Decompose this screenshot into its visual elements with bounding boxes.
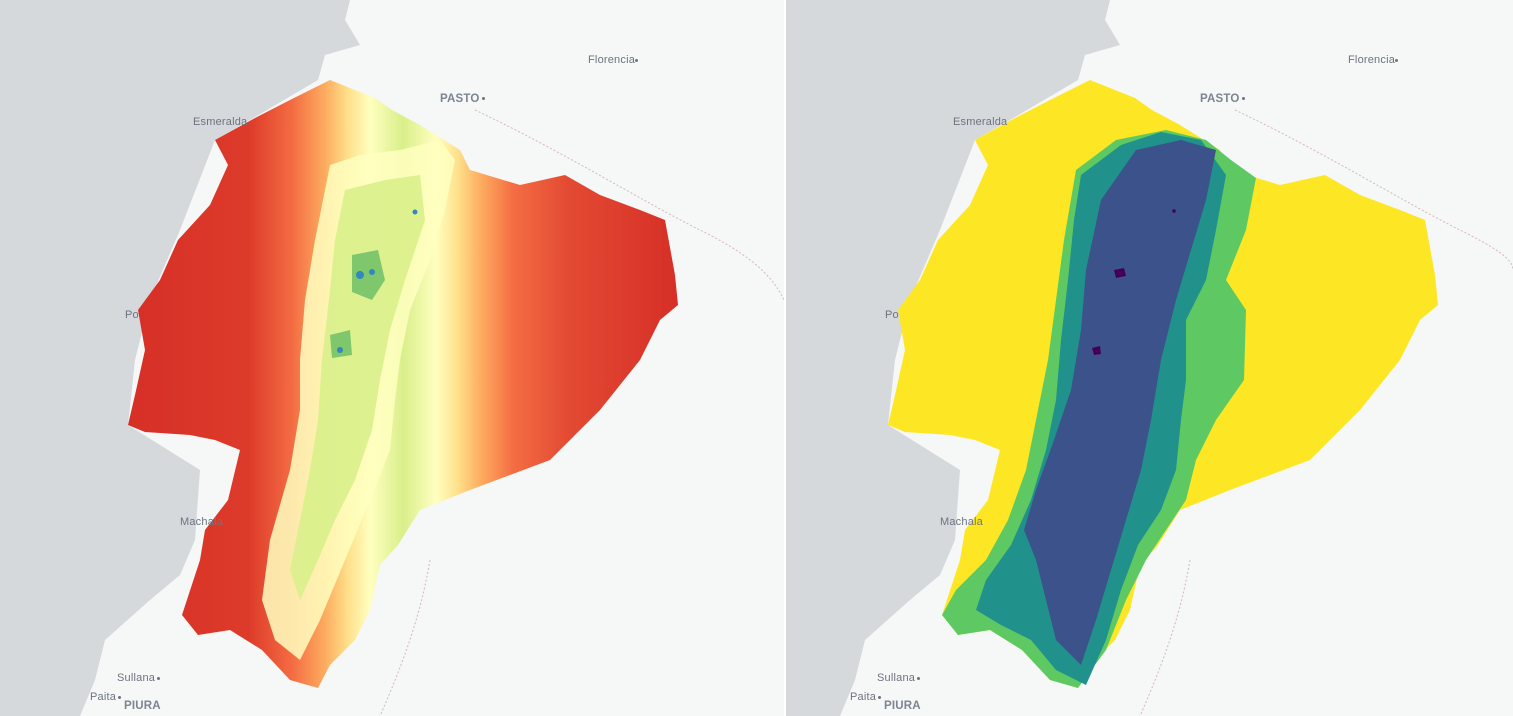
country-borders: [1139, 109, 1513, 716]
elevation-map[interactable]: [0, 0, 784, 716]
classified-map-panel[interactable]: Florencia PASTO Esmeralda Po Machala Sul…: [786, 0, 1513, 716]
city-label-sullana: Sullana: [117, 672, 161, 684]
peaks: [330, 250, 385, 358]
classified-map[interactable]: [786, 0, 1513, 716]
ocean: [0, 0, 360, 716]
city-label-paita: Paita: [90, 691, 122, 703]
city-label-esmeraldas: Esmeralda: [193, 116, 248, 128]
ecuador-shape: [128, 80, 678, 688]
peak-2: [369, 269, 375, 275]
city-label-piura: PIURA: [884, 700, 921, 712]
peak-4: [412, 209, 418, 215]
city-label-esmeraldas: Esmeralda: [953, 116, 1008, 128]
peak-1: [356, 271, 364, 279]
city-label-machala: Machala: [180, 516, 223, 528]
class-peak-2: [1092, 346, 1101, 355]
country-borders: [379, 109, 784, 716]
city-label-portoviejo: Po: [125, 309, 139, 321]
peak-3: [337, 347, 343, 353]
city-label-machala: Machala: [940, 516, 983, 528]
high-plateau: [290, 175, 425, 600]
city-label-florencia: Florencia: [588, 54, 640, 66]
city-label-portoviejo: Po: [885, 309, 899, 321]
class-peak-3: [1172, 209, 1176, 213]
city-label-pasto: PASTO: [440, 93, 485, 105]
elevation-map-panel[interactable]: Florencia PASTO Esmeralda Po Machala Sul…: [0, 0, 784, 716]
city-label-florencia: Florencia: [1348, 54, 1400, 66]
panel-divider: [784, 0, 786, 716]
city-label-sullana: Sullana: [877, 672, 921, 684]
city-label-pasto: PASTO: [1200, 93, 1245, 105]
ocean: [786, 0, 1120, 716]
class-highland: [1024, 140, 1216, 665]
city-label-paita: Paita: [850, 691, 882, 703]
city-label-piura: PIURA: [124, 700, 161, 712]
class-peak-1: [1114, 268, 1126, 278]
